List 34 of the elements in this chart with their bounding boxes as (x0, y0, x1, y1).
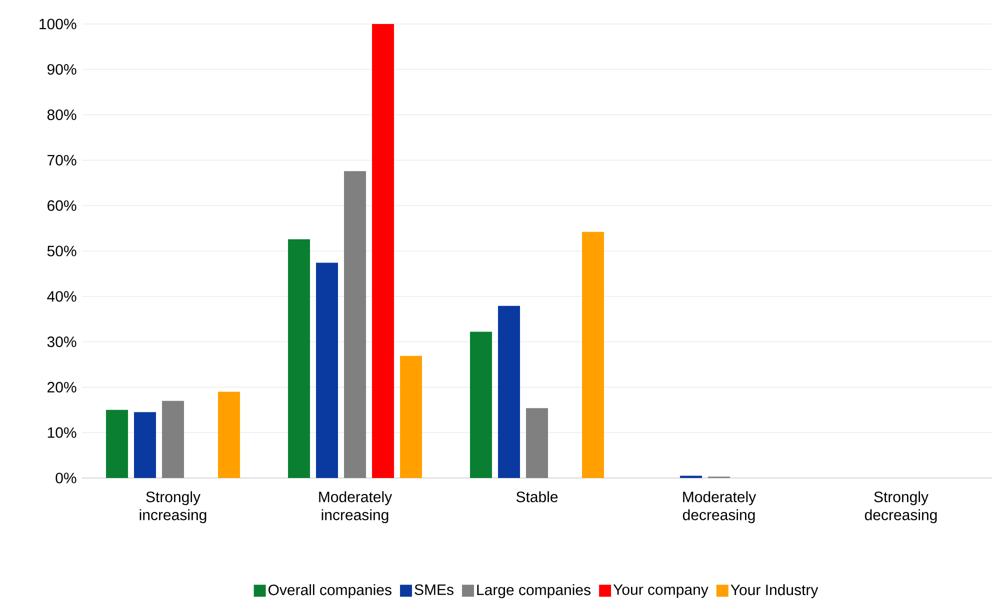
bar (498, 306, 520, 478)
x-tick-label: Moderately decreasing (682, 491, 756, 524)
y-tick-label: 90% (47, 64, 76, 75)
x-tick-label: Stable (516, 491, 558, 502)
bar (400, 356, 422, 478)
bar (470, 332, 492, 478)
legend-label: SMEs (414, 584, 454, 595)
y-tick-label: 100% (40, 18, 76, 30)
y-tick-label: 10% (48, 427, 76, 438)
bar (372, 24, 394, 478)
y-tick-label: 50% (47, 246, 76, 256)
y-tick-label: 30% (47, 336, 76, 348)
bar (106, 410, 128, 478)
legend-label: Your Industry (730, 584, 818, 598)
y-tick-label: 70% (48, 154, 76, 166)
legend-label: Large companies (477, 584, 590, 598)
y-tick-label: 0% (56, 472, 76, 484)
bar (162, 400, 184, 478)
y-tick-label: 80% (47, 109, 76, 120)
bar (218, 392, 240, 478)
x-tick-label: Strongly increasing (140, 491, 206, 524)
legend-label: Your company (613, 584, 708, 598)
legend-label: Overall companies (268, 584, 392, 598)
x-tick-label: Strongly decreasing (864, 491, 937, 524)
bar (316, 262, 338, 478)
bar (582, 232, 604, 478)
bar (134, 412, 156, 478)
x-tick-label: Moderately increasing (319, 491, 392, 524)
bar (288, 239, 310, 478)
y-tick-label: 40% (47, 291, 76, 302)
y-tick-label: 20% (48, 382, 76, 393)
bar (344, 171, 366, 478)
y-tick-label: 60% (48, 200, 76, 211)
bar (526, 408, 548, 478)
